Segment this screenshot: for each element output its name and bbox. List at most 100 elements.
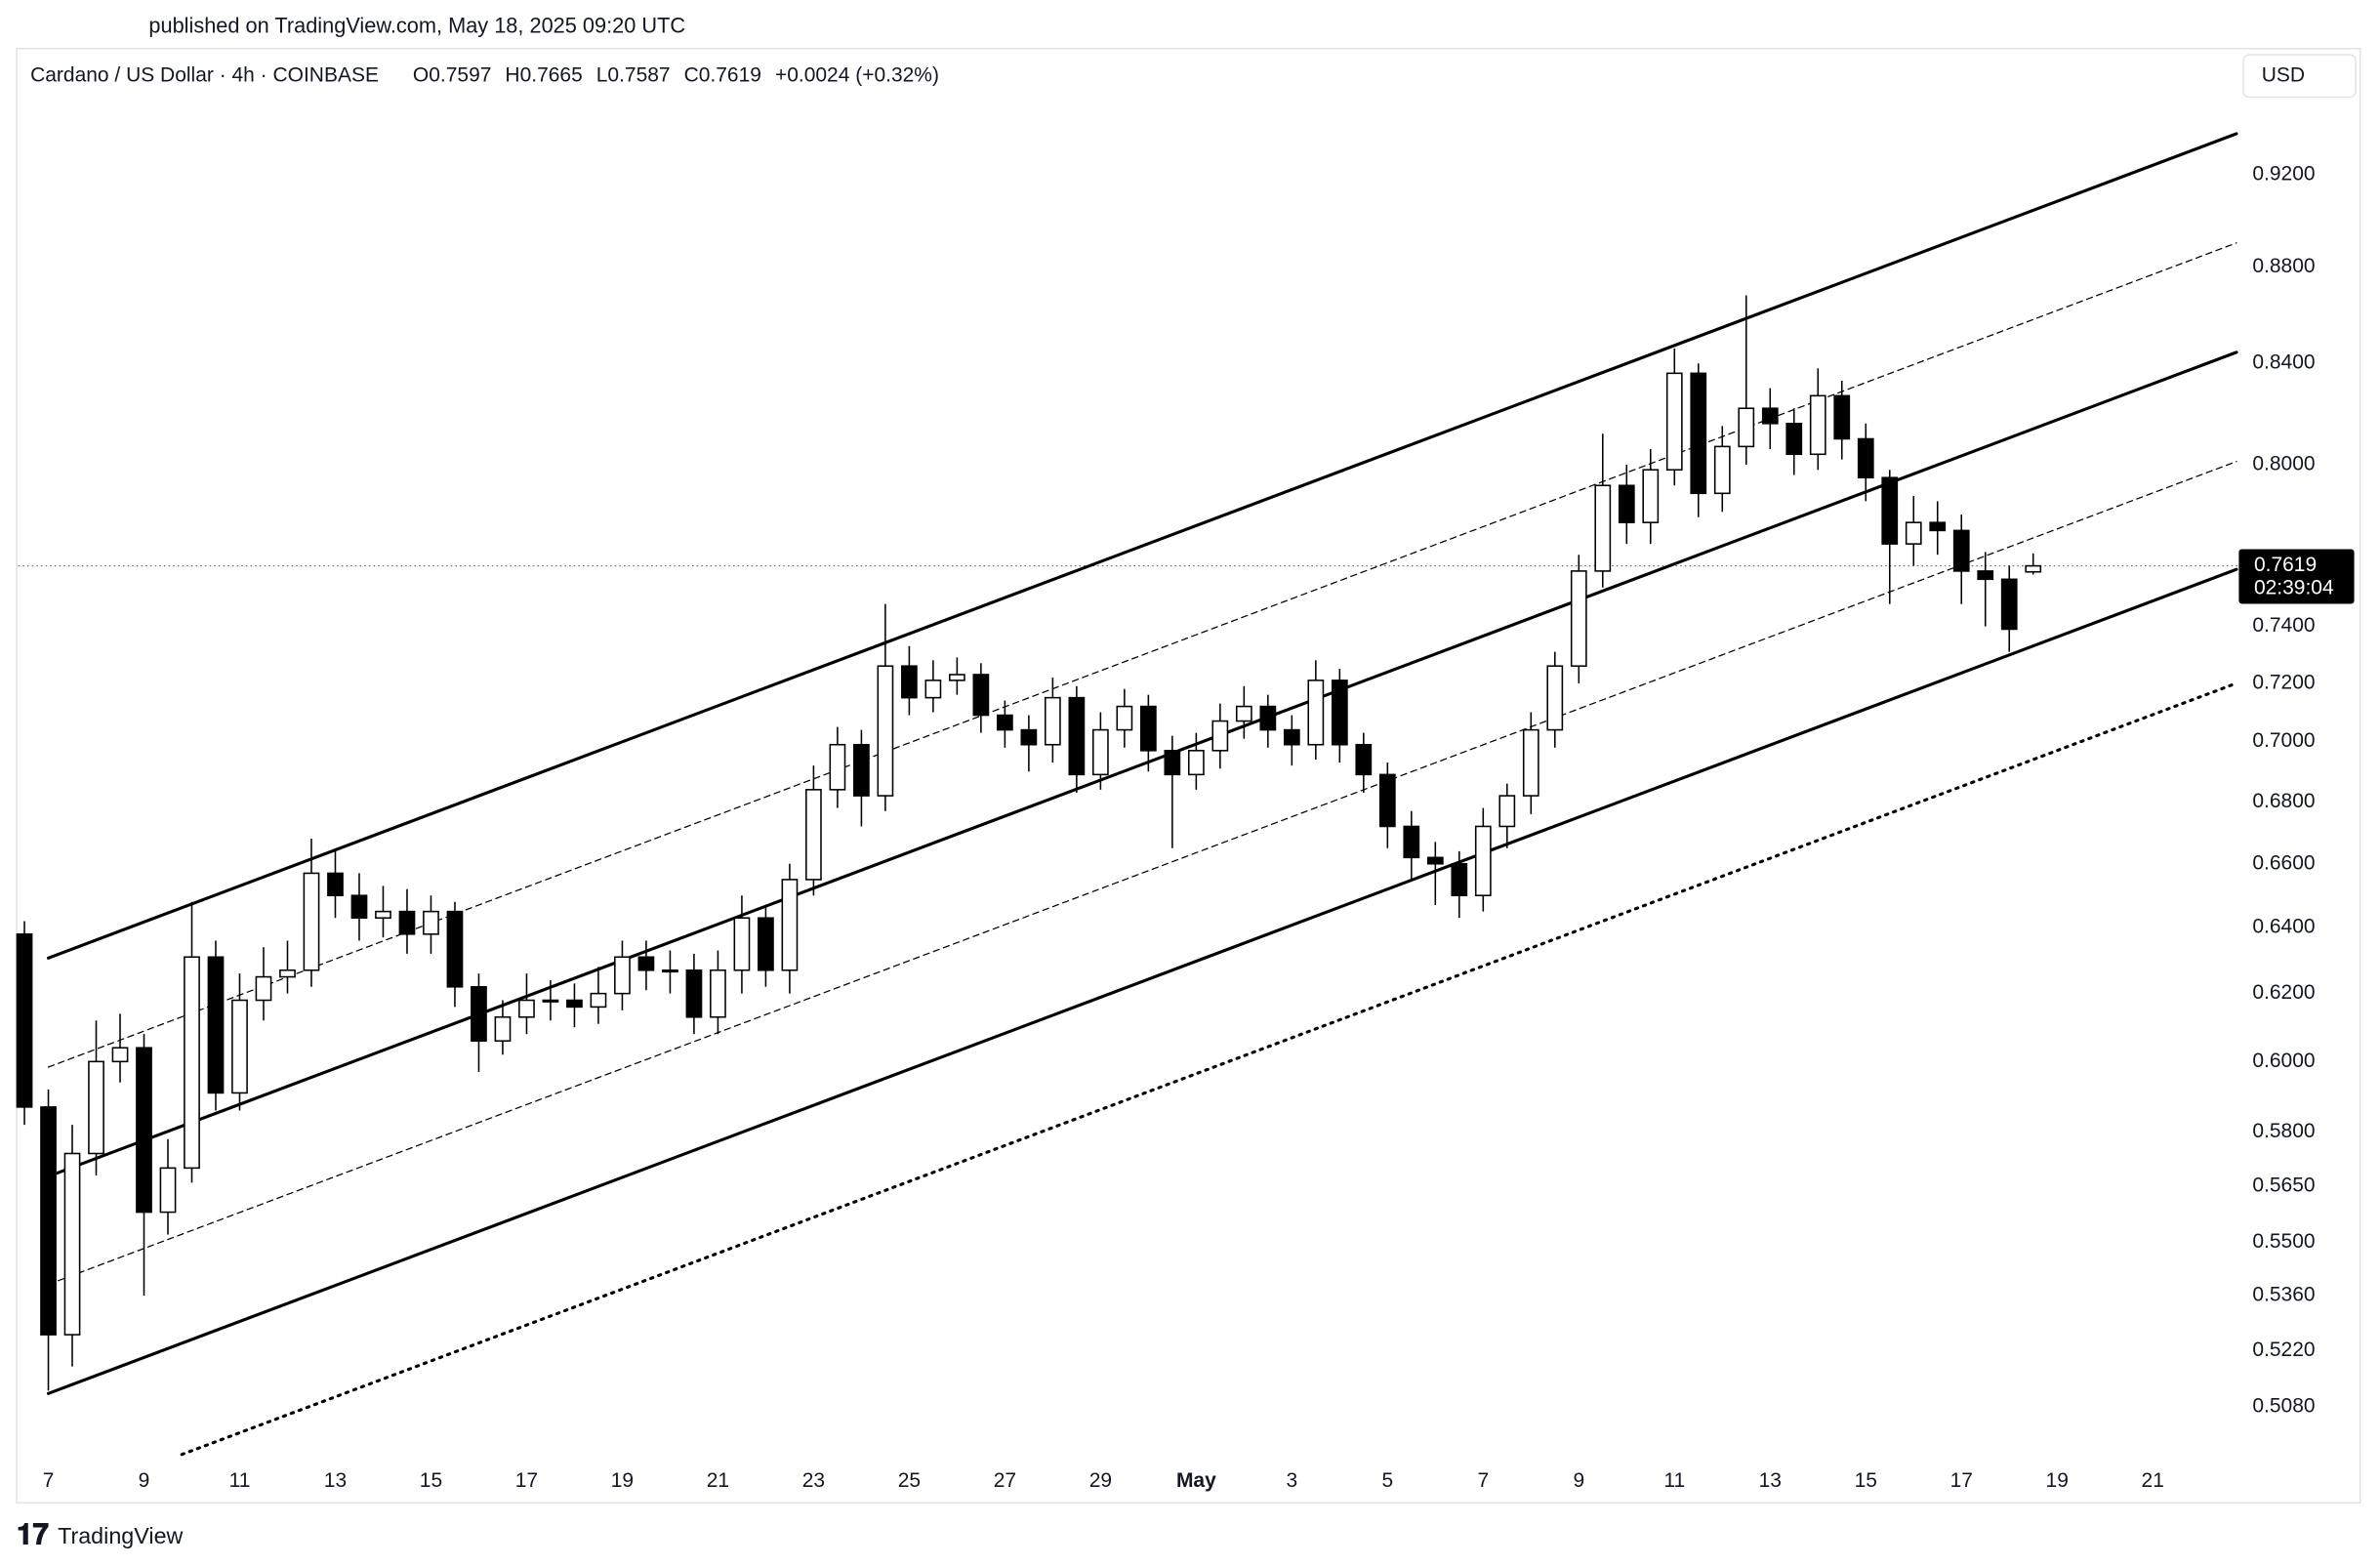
x-tick-label: 11 [229, 1469, 251, 1492]
x-tick-label: 9 [139, 1469, 150, 1492]
candle-body [972, 674, 990, 717]
y-tick-label: 0.5650 [2252, 1174, 2315, 1197]
x-tick-label: 21 [2142, 1469, 2164, 1492]
x-tick-label: 27 [994, 1469, 1016, 1492]
candle-body [1020, 728, 1038, 746]
candle-body [1618, 484, 1635, 523]
candle-body [1761, 407, 1779, 425]
candle-body [279, 969, 296, 978]
candle-body [590, 992, 607, 1009]
candle-body [1713, 445, 1731, 495]
y-tick-label: 0.9200 [2252, 162, 2315, 185]
price-badge-countdown: 02:39:04 [2254, 576, 2334, 598]
x-tick-label: 19 [2046, 1469, 2069, 1492]
candle-body [662, 969, 678, 973]
candle-body [1139, 705, 1157, 752]
candle-body [1809, 394, 1826, 456]
candle-body [231, 999, 248, 1094]
candle-body [1235, 705, 1252, 722]
x-tick-label: 9 [1573, 1469, 1584, 1492]
y-tick-label: 0.7400 [2252, 614, 2315, 637]
candle-body [375, 910, 391, 919]
candle-body [1187, 750, 1205, 776]
x-tick-label: 5 [1381, 1469, 1393, 1492]
candle-body [350, 894, 368, 919]
y-tick-label: 0.6000 [2252, 1050, 2315, 1072]
x-tick-label: 7 [1477, 1469, 1489, 1492]
currency-label[interactable]: USD [2262, 63, 2305, 86]
x-tick-label: 15 [420, 1469, 442, 1492]
candle-body [111, 1047, 129, 1063]
published-note: published on TradingView.com, May 18, 20… [148, 14, 685, 38]
channel-line [46, 350, 2238, 1178]
candle-body [1451, 862, 1468, 896]
candle-body [542, 999, 559, 1003]
candle-body [207, 956, 225, 1094]
candle-body [518, 999, 535, 1018]
y-tick-label: 0.5500 [2252, 1230, 2315, 1253]
chart-frame [16, 47, 2361, 1504]
candle-body [1952, 529, 1970, 572]
candle-body [1833, 394, 1851, 440]
candle-body [1378, 773, 1396, 828]
x-tick-label: 29 [1089, 1469, 1112, 1492]
candle-body [1665, 372, 1683, 471]
candle-body [924, 680, 942, 699]
x-tick-label: 17 [515, 1469, 538, 1492]
candle-body [159, 1167, 177, 1214]
candle-body [1307, 680, 1325, 746]
candle-body [997, 714, 1013, 731]
x-tick-label: 21 [707, 1469, 729, 1492]
candle-body [1116, 705, 1133, 731]
x-tick-label: 15 [1855, 1469, 1877, 1492]
candle-body [1881, 476, 1899, 545]
candle-body [1283, 728, 1300, 746]
candle-body [566, 999, 583, 1009]
candle-body [1474, 825, 1492, 896]
candle-body [1905, 521, 1922, 545]
y-tick-label: 0.5360 [2252, 1284, 2315, 1306]
candle-body [1426, 856, 1444, 865]
candle-body [1068, 696, 1086, 776]
channel-line [47, 242, 2237, 1068]
candle-body [184, 956, 200, 1170]
ohlc-legend: O0.7597 H0.7665 L0.7587 C0.7619 +0.0024 (+0.… [413, 63, 939, 86]
x-tick-label: May [1176, 1469, 1216, 1492]
candle-body [1164, 750, 1181, 776]
x-tick-label: 7 [43, 1469, 55, 1492]
x-tick-label: 13 [1759, 1469, 1782, 1492]
currency-button[interactable] [2242, 54, 2357, 99]
candle-body [710, 969, 726, 1018]
candle-body [2025, 564, 2042, 573]
x-tick-label: 11 [1663, 1469, 1685, 1492]
candle-body [63, 1152, 81, 1336]
candle-body [758, 917, 774, 971]
candle-body [781, 879, 799, 971]
candle-body [423, 910, 439, 935]
price-badge-value: 0.7619 [2254, 554, 2317, 576]
candle-body [255, 975, 272, 1002]
ohlc-value: C0.7619 [684, 63, 761, 86]
candle-body [877, 665, 894, 797]
candle-body [1785, 423, 1803, 456]
y-tick-label: 0.6200 [2252, 981, 2315, 1004]
candle-body [1642, 469, 1660, 523]
candle-body [398, 910, 416, 935]
ohlc-value: H0.7665 [505, 63, 582, 86]
y-tick-label: 0.8800 [2252, 255, 2315, 277]
x-tick-label: 13 [324, 1469, 347, 1492]
candle-body [1522, 728, 1539, 797]
candle-body [88, 1060, 104, 1155]
candle-body [494, 1015, 512, 1042]
candle-body [637, 956, 655, 971]
candle-body [614, 956, 631, 995]
candle-body [853, 743, 870, 797]
candle-body [446, 910, 464, 988]
y-tick-label: 0.7200 [2252, 671, 2315, 693]
logo-mark: 𝟏𝟕 [17, 1518, 49, 1550]
ohlc-value: +0.0024 (+0.32%) [775, 63, 939, 86]
candle-body [1045, 696, 1061, 746]
x-tick-label: 25 [898, 1469, 921, 1492]
